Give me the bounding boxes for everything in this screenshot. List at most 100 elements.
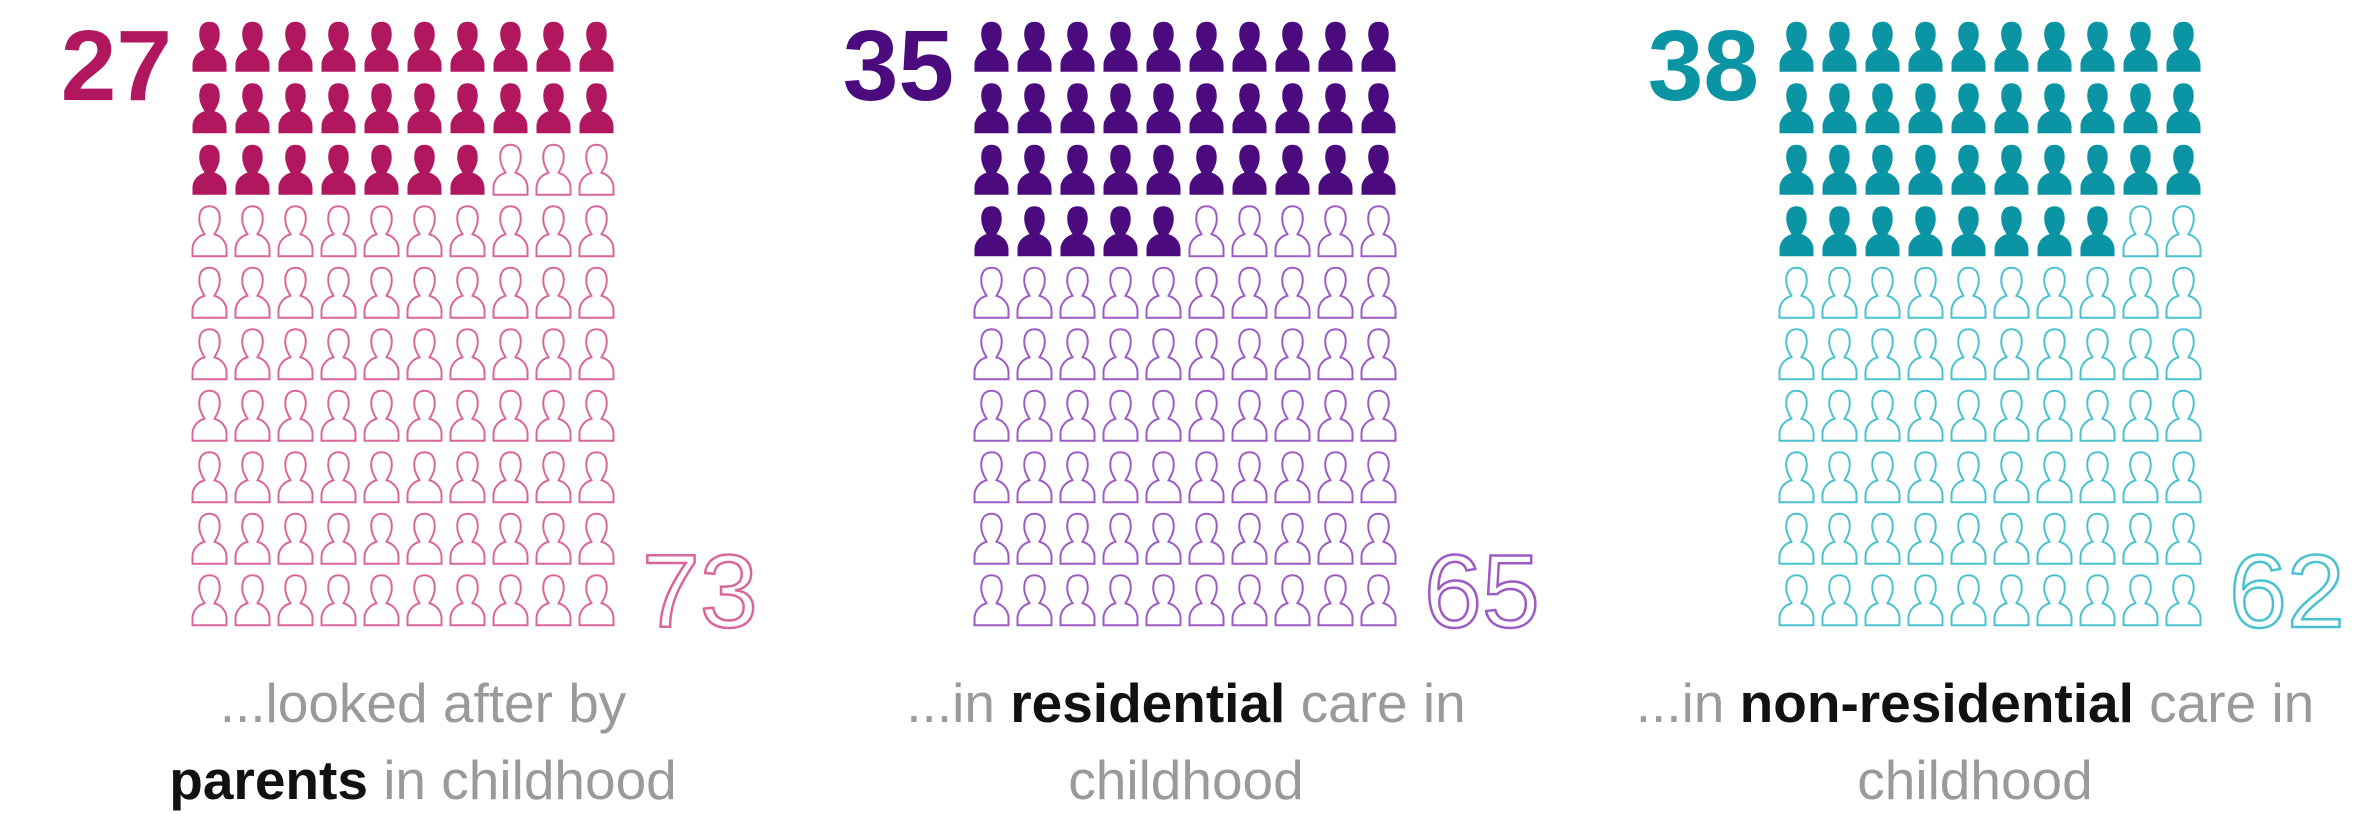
person-icon-outline [451, 206, 485, 256]
person-icon-outline [2167, 391, 2201, 441]
person-icon-outline [1362, 514, 1396, 564]
person-icon-outline [1866, 268, 1900, 318]
person-icon-outline [2167, 452, 2201, 502]
person-icon-outline [1233, 452, 1267, 502]
person-icon-outline [1276, 575, 1310, 625]
person-icon-outline [2167, 206, 2201, 256]
person-icon-outline [1995, 268, 2029, 318]
person-icon-filled [975, 22, 1009, 72]
person-icon-filled [975, 83, 1009, 133]
person-icon-outline [1866, 575, 1900, 625]
person-icon-outline [537, 145, 571, 195]
person-icon-filled [1319, 83, 1353, 133]
person-icon-outline [2038, 268, 2072, 318]
person-icon-outline [1319, 514, 1353, 564]
person-icon-outline [1780, 514, 1814, 564]
person-icon-outline [1147, 452, 1181, 502]
person-icon-filled [279, 83, 313, 133]
person-icon-outline [1276, 206, 1310, 256]
person-icon-outline [1995, 514, 2029, 564]
person-icon-outline [322, 452, 356, 502]
person-icon-filled [1276, 145, 1310, 195]
person-icon-outline [975, 268, 1009, 318]
person-icon-filled [1190, 83, 1224, 133]
person-icon-filled [1104, 206, 1138, 256]
person-icon-outline [1276, 268, 1310, 318]
person-icon-outline [1147, 575, 1181, 625]
person-icon-filled [1147, 22, 1181, 72]
person-icon-outline [580, 391, 614, 441]
person-icon-filled [1233, 22, 1267, 72]
person-icon-filled [1319, 145, 1353, 195]
person-icon-filled [1061, 22, 1095, 72]
person-icon-outline [975, 575, 1009, 625]
person-icon-filled [1147, 145, 1181, 195]
pictogram-charts: 27 73 35 65 38 62 [0, 0, 2371, 680]
person-icon-outline [1823, 575, 1857, 625]
person-icon-outline [1104, 452, 1138, 502]
person-icon-outline [1995, 391, 2029, 441]
person-icon-filled [365, 83, 399, 133]
person-icon-outline [279, 329, 313, 379]
person-icon-filled [2081, 22, 2115, 72]
person-icon-filled [580, 22, 614, 72]
person-icon-filled [1823, 145, 1857, 195]
empty-count-label: 73 [642, 534, 758, 650]
person-icon-outline [2124, 268, 2158, 318]
person-icon-filled [193, 145, 227, 195]
person-icon-outline [1995, 575, 2029, 625]
person-icon-filled [1061, 83, 1095, 133]
person-icon-outline [365, 206, 399, 256]
person-icon-outline [451, 268, 485, 318]
person-icon-outline [1780, 329, 1814, 379]
person-icon-outline [494, 452, 528, 502]
person-icon-filled [408, 22, 442, 72]
person-icon-filled [1909, 145, 1943, 195]
person-icon-outline [236, 575, 270, 625]
person-icon-filled [1233, 83, 1267, 133]
person-icon-filled [236, 145, 270, 195]
person-icon-outline [1061, 391, 1095, 441]
person-icon-outline [365, 575, 399, 625]
person-icon-filled [322, 83, 356, 133]
person-icon-outline [1233, 268, 1267, 318]
person-icon-filled [1276, 22, 1310, 72]
person-icon-outline [322, 206, 356, 256]
person-icon-outline [279, 268, 313, 318]
person-icon-filled [1319, 22, 1353, 72]
person-icon-outline [1233, 206, 1267, 256]
person-icon-outline [537, 452, 571, 502]
person-icon-outline [1061, 268, 1095, 318]
person-icon-outline [1233, 514, 1267, 564]
person-icon-outline [451, 575, 485, 625]
person-icon-outline [193, 514, 227, 564]
person-icon-outline [580, 206, 614, 256]
caption-non-residential: ...in non-residential care in childhood [1595, 665, 2355, 819]
person-icon-outline [2038, 452, 2072, 502]
person-icon-filled [322, 22, 356, 72]
person-icon-outline [494, 206, 528, 256]
person-icon-outline [451, 329, 485, 379]
person-icon-outline [2124, 514, 2158, 564]
person-icon-filled [580, 83, 614, 133]
person-icon-filled [1866, 22, 1900, 72]
person-icon-filled [1276, 83, 1310, 133]
person-icon-filled [1995, 206, 2029, 256]
person-icon-outline [1061, 575, 1095, 625]
person-icon-outline [1866, 329, 1900, 379]
person-icon-outline [1276, 452, 1310, 502]
person-icon-outline [1018, 452, 1052, 502]
person-icon-filled [1952, 22, 1986, 72]
person-icon-outline [975, 391, 1009, 441]
person-icon-outline [1995, 329, 2029, 379]
person-icon-outline [1823, 268, 1857, 318]
person-icon-filled [1104, 22, 1138, 72]
person-icon-outline [1909, 329, 1943, 379]
person-icon-outline [1952, 452, 1986, 502]
person-icon-outline [1823, 391, 1857, 441]
person-icon-outline [193, 575, 227, 625]
person-icon-filled [1866, 145, 1900, 195]
caption-parents-line2: in childhood [368, 749, 677, 811]
person-icon-outline [494, 391, 528, 441]
person-icon-outline [1319, 206, 1353, 256]
